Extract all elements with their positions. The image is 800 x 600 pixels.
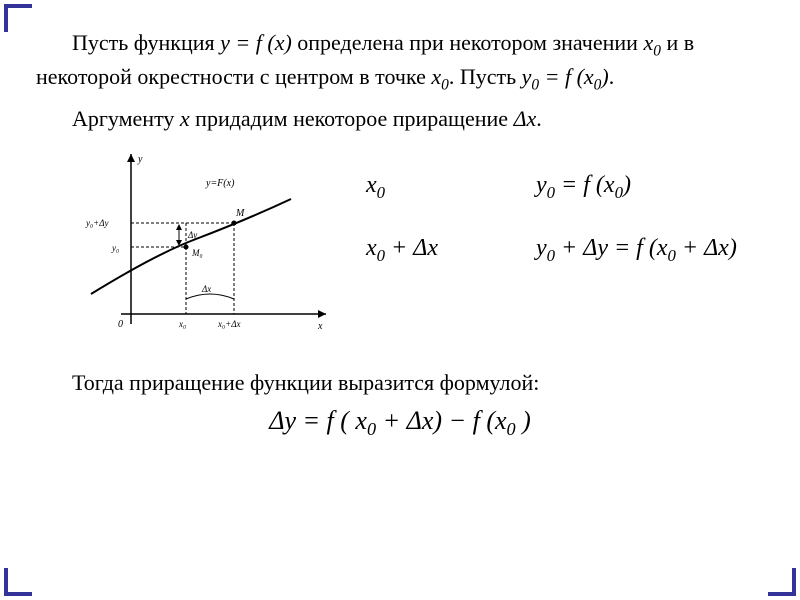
lbl-x0: x₀ — [178, 319, 186, 329]
lbl-y: y — [137, 154, 143, 165]
p1-math-yfx: y = f (x) — [220, 30, 292, 55]
final-formula: Δy = f ( x0 + Δx) − f (x0 ) — [36, 406, 764, 440]
lbl-x0dx: x₀+Δx — [217, 319, 240, 329]
equation-column: x0 y0 = f (x0) x0 + Δx y0 + Δy = f (x0 +… — [366, 144, 764, 298]
corner-bottom-right — [768, 568, 796, 596]
lbl-x: x — [317, 321, 323, 332]
lbl-func: y=F(x) — [205, 178, 235, 189]
paragraph-3: Тогда приращение функции выразится форму… — [36, 368, 764, 398]
p1-text-b: определена при некотором значении — [292, 30, 644, 55]
graph: y x 0 y=F(x) y₀+Δy y₀ Δy M M₀ Δx x₀ x₀+Δ… — [36, 144, 336, 344]
p1-text-e: . — [609, 64, 615, 89]
eq-row-1: x0 y0 = f (x0) — [366, 172, 764, 203]
lbl-M: M — [235, 208, 245, 219]
eq1-rhs: y0 = f (x0) — [536, 172, 631, 203]
lbl-y0dy: y₀+Δy — [85, 218, 108, 228]
p2-text-c: . — [536, 106, 542, 131]
p2-text-b: придадим некоторое приращение — [190, 106, 514, 131]
eq2-lhs: x0 + Δx — [366, 235, 476, 266]
p1-math-x0-b: x0 — [431, 64, 448, 89]
lbl-dy: Δy — [187, 230, 197, 240]
p1-math-y0fx0: y0 = f (x0) — [522, 64, 609, 89]
eq2-rhs: y0 + Δy = f (x0 + Δx) — [536, 235, 737, 266]
corner-bottom-left — [4, 568, 32, 596]
slide-content: Пусть функция y = f (x) определена при н… — [0, 0, 800, 460]
mid-row: y x 0 y=F(x) y₀+Δy y₀ Δy M M₀ Δx x₀ x₀+Δ… — [36, 144, 764, 344]
eq1-lhs: x0 — [366, 172, 476, 203]
lbl-dx: Δx — [201, 284, 211, 294]
p1-text-a: Пусть функция — [72, 30, 220, 55]
eq-row-2: x0 + Δx y0 + Δy = f (x0 + Δx) — [366, 235, 764, 266]
graph-svg: y x 0 y=F(x) y₀+Δy y₀ Δy M M₀ Δx x₀ x₀+Δ… — [36, 144, 336, 344]
corner-top-left — [4, 4, 32, 32]
p1-math-x0-a: x0 — [643, 30, 660, 55]
lbl-y0: y₀ — [111, 243, 119, 253]
paragraph-2: Аргументу х придадим некоторое приращени… — [36, 104, 764, 134]
p2-math-x: х — [180, 106, 190, 131]
p1-text-d: . Пусть — [449, 64, 522, 89]
lbl-M0: M₀ — [191, 248, 203, 258]
p2-text-a: Аргументу — [72, 106, 180, 131]
lbl-origin: 0 — [118, 319, 123, 330]
paragraph-1: Пусть функция y = f (x) определена при н… — [36, 28, 764, 96]
p2-math-dx: Δx — [514, 106, 537, 131]
